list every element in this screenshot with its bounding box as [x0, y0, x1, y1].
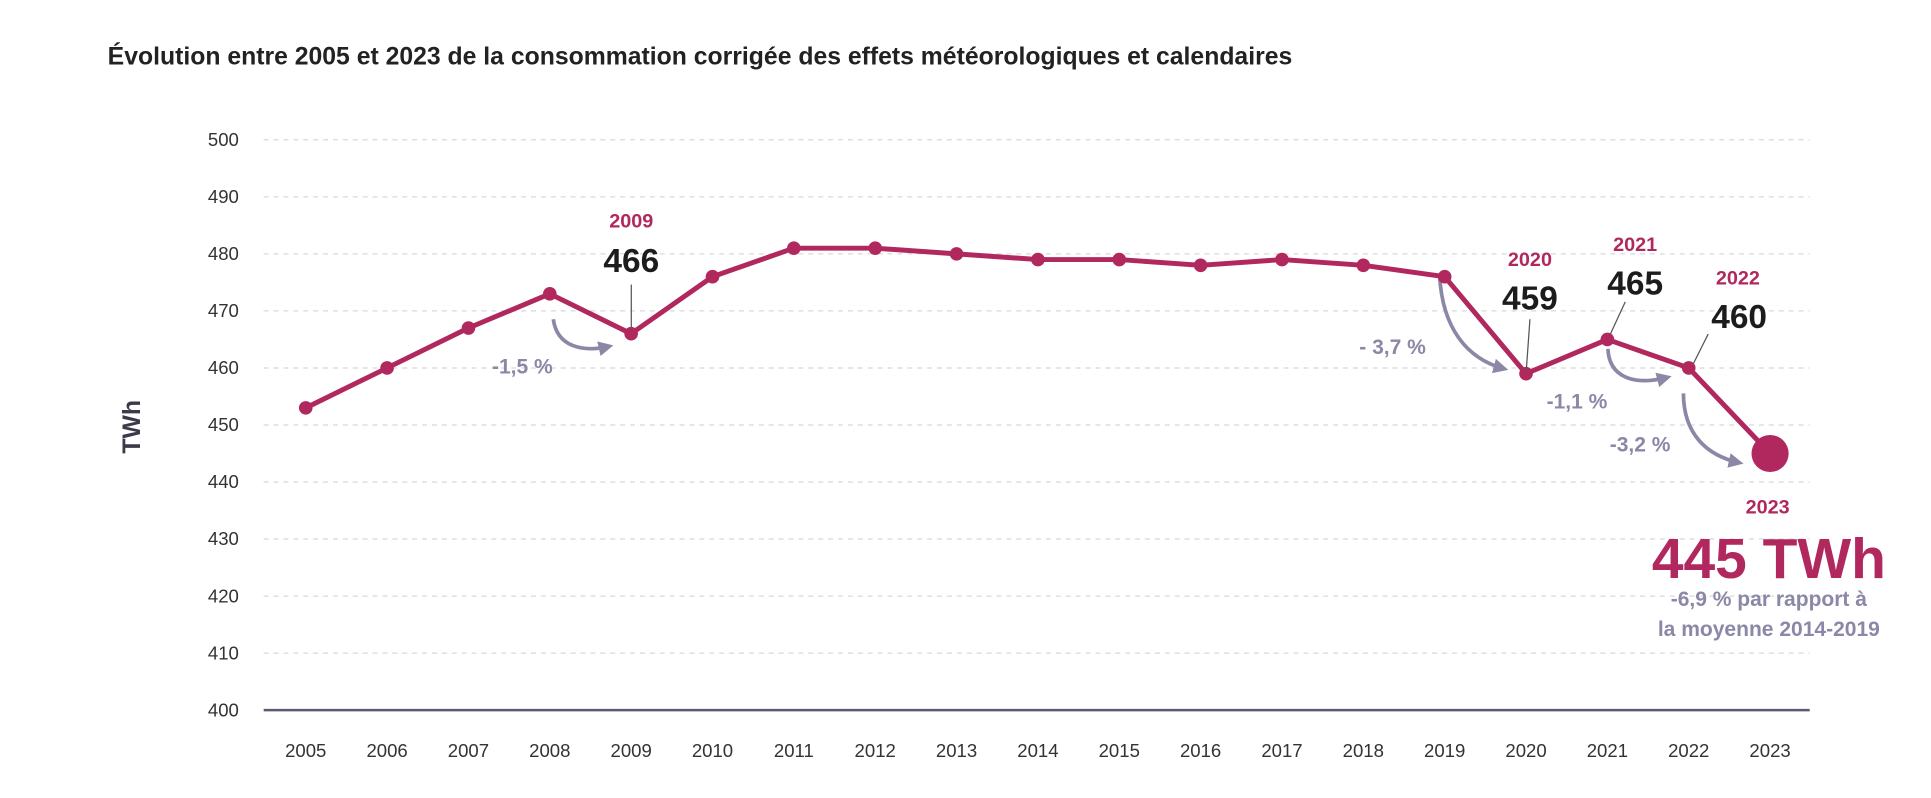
- x-tick-label: 2011: [774, 740, 814, 761]
- data-point-2021: [1600, 332, 1615, 347]
- x-ticks: 2005 2006 2007 2008 2009 2010 2011 2012 2013 2014…: [285, 740, 1791, 761]
- y-tick-label: 490: [208, 186, 239, 207]
- x-tick-label: 2006: [366, 740, 407, 761]
- data-point-2010: [705, 269, 720, 284]
- leader-2021: [1609, 301, 1626, 335]
- y-tick-label: 480: [208, 243, 239, 264]
- x-tick-label: 2017: [1261, 740, 1302, 761]
- y-tick-label: 440: [208, 471, 239, 492]
- data-point-2009: [624, 326, 638, 341]
- x-tick-label: 2021: [1587, 740, 1628, 761]
- x-tick-label: 2015: [1099, 740, 1140, 761]
- data-point-2012: [868, 241, 883, 255]
- label-year-2009: 2009: [609, 211, 653, 233]
- chart-title: Évolution entre 2005 et 2023 de la conso…: [108, 42, 1293, 70]
- label-change-2009: -1,5 %: [492, 356, 553, 379]
- label-year-2022: 2022: [1716, 268, 1760, 290]
- leader-2020: [1525, 319, 1531, 372]
- data-point-2011: [787, 241, 801, 255]
- y-tick-label: 470: [208, 300, 239, 321]
- y-tick-label: 450: [208, 414, 239, 435]
- label-change-2020: - 3,7 %: [1359, 336, 1426, 359]
- y-tick-label: 430: [208, 528, 239, 549]
- x-tick-label: 2019: [1424, 740, 1465, 761]
- data-point-2016: [1193, 258, 1208, 273]
- x-tick-label: 2014: [1017, 740, 1058, 761]
- label-year-2020: 2020: [1508, 249, 1552, 271]
- change-arrows: [551, 274, 1744, 468]
- data-point-2018: [1356, 258, 1371, 273]
- data-point-2019: [1437, 269, 1452, 284]
- data-point-2014: [1031, 252, 1045, 267]
- arrow-2020: [1437, 274, 1509, 374]
- data-point-2022: [1681, 361, 1696, 375]
- x-tick-label: 2008: [529, 740, 570, 761]
- x-tick-label: 2009: [611, 740, 652, 761]
- label-value-2023: 445 TWh: [1652, 527, 1886, 591]
- x-tick-label: 2022: [1668, 740, 1709, 761]
- label-year-2021: 2021: [1613, 234, 1657, 256]
- grid: [263, 139, 1810, 712]
- x-tick-label: 2010: [692, 740, 733, 761]
- data-point-2008: [542, 286, 557, 301]
- x-tick-label: 2020: [1505, 740, 1546, 761]
- label-value-2009: 466: [603, 243, 659, 280]
- x-tick-label: 2023: [1749, 740, 1790, 761]
- y-tick-label: 500: [208, 129, 239, 150]
- y-tick-label: 410: [208, 642, 239, 663]
- x-tick-label: 2018: [1343, 740, 1384, 761]
- arrow-2021: [1606, 348, 1672, 388]
- data-point-2013: [949, 247, 964, 261]
- label-change-2023: -3,2 %: [1610, 434, 1671, 457]
- note-line-2: la moyenne 2014-2019: [1658, 618, 1880, 641]
- series-line: [304, 245, 1772, 456]
- x-tick-label: 2012: [855, 740, 896, 761]
- x-tick-label: 2013: [936, 740, 977, 761]
- label-year-2023: 2023: [1746, 496, 1790, 518]
- arrow-2009: [551, 318, 614, 356]
- x-tick-label: 2016: [1180, 740, 1221, 761]
- note-line-1: -6,9 % par rapport à: [1671, 588, 1868, 611]
- data-point-2015: [1112, 252, 1127, 267]
- y-tick-label: 420: [208, 585, 239, 606]
- y-ticks: 400 410 420 430 440 450 460 470 480 490 500: [208, 129, 239, 720]
- y-axis-label: TWh: [119, 400, 146, 454]
- data-point-2006: [380, 361, 394, 375]
- data-point-2023: [1751, 434, 1789, 473]
- data-point-2020: [1519, 366, 1533, 381]
- x-tick-label: 2007: [448, 740, 489, 761]
- label-change-2021: -1,1 %: [1547, 390, 1608, 413]
- data-point-2007: [461, 321, 476, 335]
- data-points: [298, 241, 1789, 473]
- label-value-2020: 459: [1502, 280, 1558, 317]
- y-tick-label: 460: [208, 357, 239, 378]
- label-value-2021: 465: [1607, 265, 1663, 302]
- label-value-2022: 460: [1711, 299, 1767, 336]
- x-tick-label: 2005: [285, 740, 326, 761]
- arrow-2023: [1681, 393, 1744, 468]
- y-tick-label: 400: [208, 699, 239, 720]
- data-point-2017: [1275, 252, 1289, 267]
- data-point-2005: [298, 401, 313, 415]
- leader-2022: [1692, 333, 1709, 365]
